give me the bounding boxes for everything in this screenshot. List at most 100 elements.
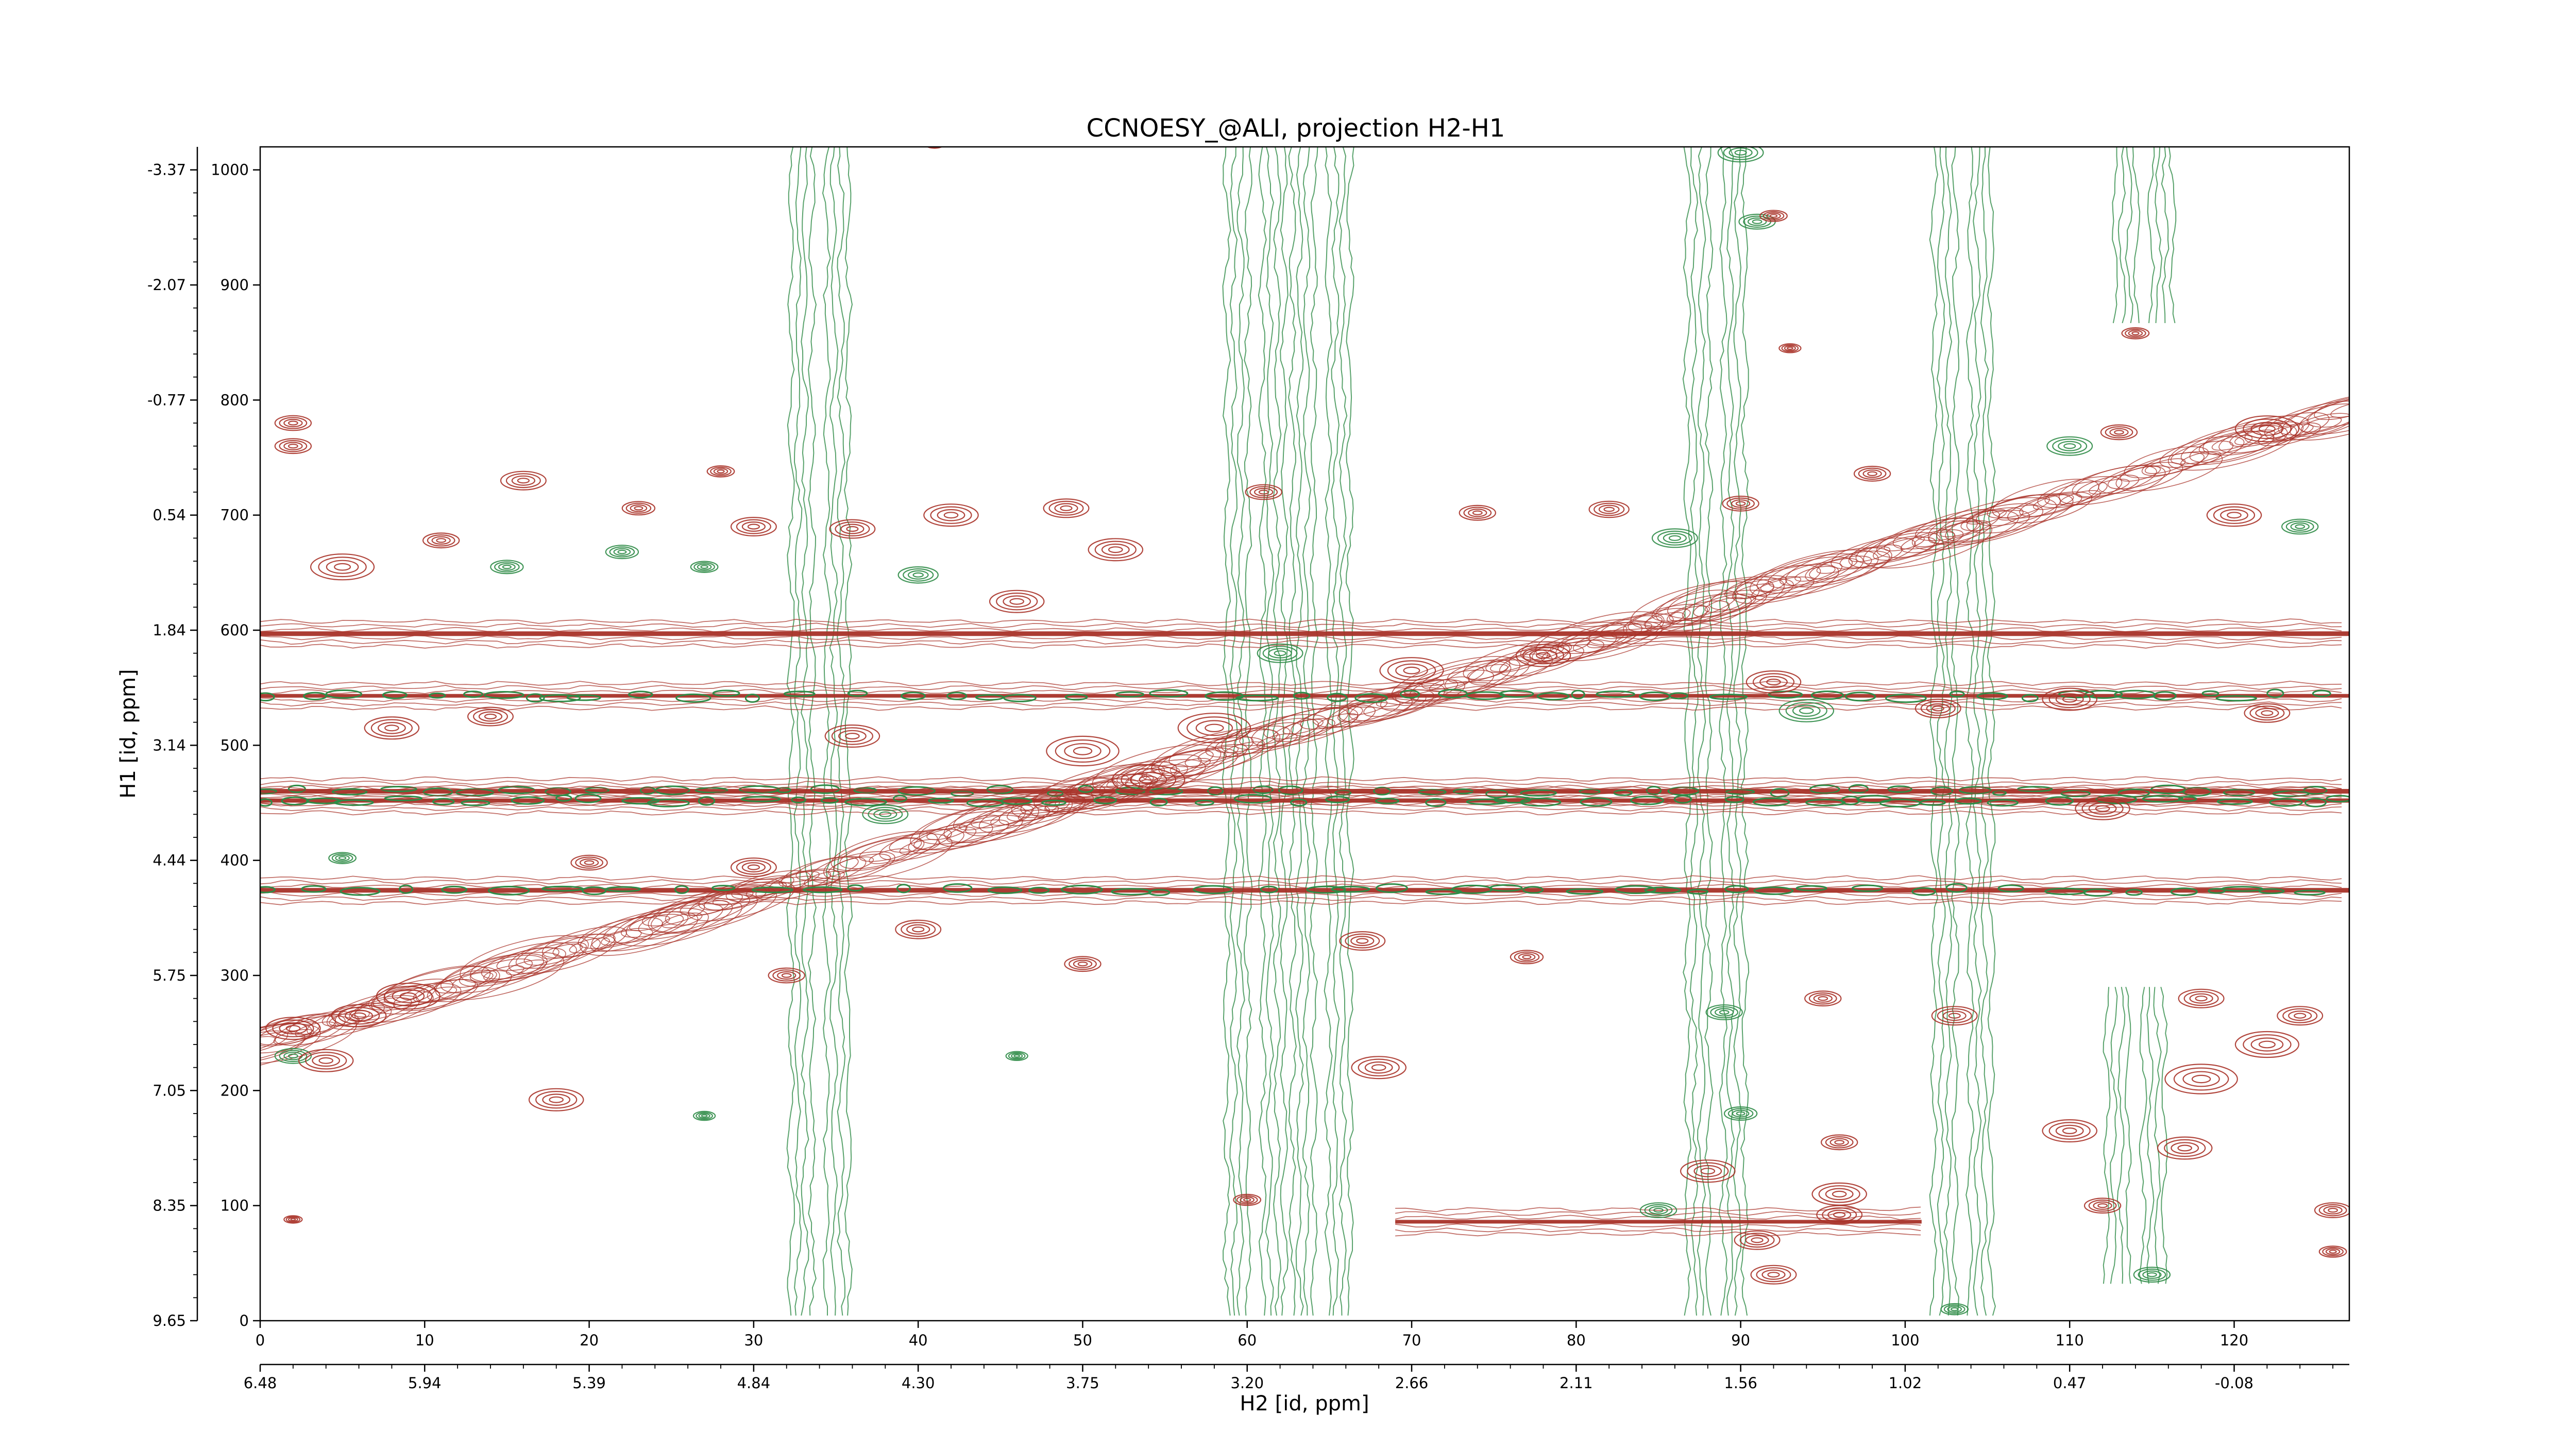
band-negative-contour — [384, 795, 422, 801]
peak — [2042, 1119, 2098, 1143]
band-negative-contour — [946, 692, 968, 700]
peak-contour — [1379, 657, 1444, 684]
peak-contour — [868, 806, 903, 822]
peak-contour — [2048, 690, 2091, 709]
diagonal-contour — [1197, 746, 1239, 762]
peak — [605, 545, 639, 560]
band-negative-contour — [1489, 884, 1523, 892]
peak-contour — [1101, 543, 1130, 556]
peak-contour — [895, 919, 942, 939]
y-tick-label: 400 — [221, 852, 249, 869]
peak-contour — [384, 724, 399, 732]
peak-contour — [747, 524, 760, 530]
band-negative-contour — [382, 691, 408, 699]
peak-contour — [1240, 1197, 1255, 1204]
peak — [730, 857, 777, 878]
peak-contour — [2093, 1201, 2112, 1210]
diagonal-contour — [839, 837, 925, 869]
peak-contour — [2083, 1198, 2122, 1214]
peak-contour — [2323, 1206, 2343, 1215]
band-negative-contour — [1997, 884, 2024, 892]
diagonal-contour — [2107, 465, 2171, 490]
band-negative-contour — [1425, 798, 1447, 807]
peak-contour — [1825, 1188, 1854, 1201]
vertical-band-contour — [1980, 147, 1989, 1316]
peak-contour — [1792, 704, 1821, 717]
diagonal-contour — [1936, 503, 2044, 544]
peak-contour — [621, 501, 656, 516]
peak-contour — [1766, 212, 1781, 220]
peak-contour — [1752, 219, 1762, 224]
peak-contour — [399, 992, 417, 1000]
peak-contour — [1723, 1106, 1758, 1121]
peak-contour — [1387, 660, 1436, 681]
diagonal-contour — [1141, 749, 1227, 782]
x-tick-label: 0 — [256, 1332, 265, 1349]
band-negative-contour — [1520, 789, 1557, 797]
peak — [2277, 1006, 2324, 1026]
peak — [1177, 713, 1251, 744]
peak-contour — [392, 989, 425, 1003]
vertical-band-contour — [2147, 147, 2156, 324]
band-negative-contour — [605, 886, 641, 892]
vertical-band-contour — [2110, 987, 2118, 1284]
band-negative-contour — [647, 799, 690, 807]
peak-contour — [1761, 1269, 1786, 1280]
peak-contour — [511, 475, 536, 486]
x-ppm-tick-label: 5.39 — [572, 1374, 606, 1392]
peak-contour — [1515, 644, 1571, 667]
band-negative-contour — [820, 797, 839, 804]
peak-contour — [741, 862, 766, 873]
peak-contour — [1722, 495, 1759, 512]
band-negative-contour — [738, 785, 780, 794]
peak — [310, 553, 375, 581]
horizontal-band-contour — [1395, 1206, 1921, 1212]
band-negative-contour — [428, 692, 446, 699]
peak-contour — [1756, 1267, 1791, 1283]
peak-contour — [617, 549, 627, 554]
peak-contour — [831, 727, 874, 745]
peak-contour — [845, 732, 860, 739]
band-negative-contour — [1810, 690, 1844, 700]
peak-contour — [318, 557, 367, 578]
peak-contour — [334, 563, 351, 571]
peak-contour — [279, 1050, 308, 1063]
peak-contour — [279, 1022, 308, 1035]
peak-contour — [505, 473, 541, 488]
peak-contour — [288, 1053, 298, 1059]
band-negative-contour — [783, 690, 816, 697]
peak-contour — [713, 468, 728, 475]
band-negative-contour — [2304, 798, 2327, 807]
peak — [528, 1088, 584, 1111]
x-ppm-tick-label: 5.94 — [408, 1374, 442, 1392]
peak — [1651, 528, 1698, 548]
peak-contour — [1094, 541, 1137, 559]
peak-contour — [609, 546, 635, 558]
peak — [2133, 1267, 2171, 1283]
vertical-band — [786, 147, 853, 1316]
diagonal-contour — [2170, 441, 2234, 465]
vertical-band-contour — [1704, 147, 1714, 1316]
peak-contour — [338, 856, 347, 861]
peak-contour — [2191, 1074, 2211, 1084]
peak-contour — [1734, 149, 1747, 156]
band-negative-contour — [398, 884, 414, 894]
peak — [1043, 498, 1090, 518]
vertical-band-contour — [1726, 147, 1735, 1316]
band-negative-contour — [1293, 692, 1311, 700]
peak-contour — [824, 724, 880, 748]
peak — [364, 716, 420, 740]
y-axis-ppm: 9.65 8.35 7.05 5.75 4.44 3.14 1.84 0.54 -0.77 -2.… — [147, 147, 198, 1329]
vertical-band-contour — [807, 147, 817, 1316]
peak-contour — [2147, 1272, 2157, 1277]
peak-contour — [829, 519, 876, 539]
diagonal-contour — [1927, 497, 2057, 546]
peak — [1811, 1182, 1868, 1206]
peak — [1778, 699, 1835, 722]
peak-contour — [1867, 471, 1878, 477]
peak-contour — [2277, 1006, 2324, 1026]
vertical-band-contour — [1331, 147, 1341, 1316]
y-axis-points: 0 100 200 300 400 500 600 700 800 900 1000 — [211, 161, 260, 1329]
peak-contour — [502, 564, 512, 569]
